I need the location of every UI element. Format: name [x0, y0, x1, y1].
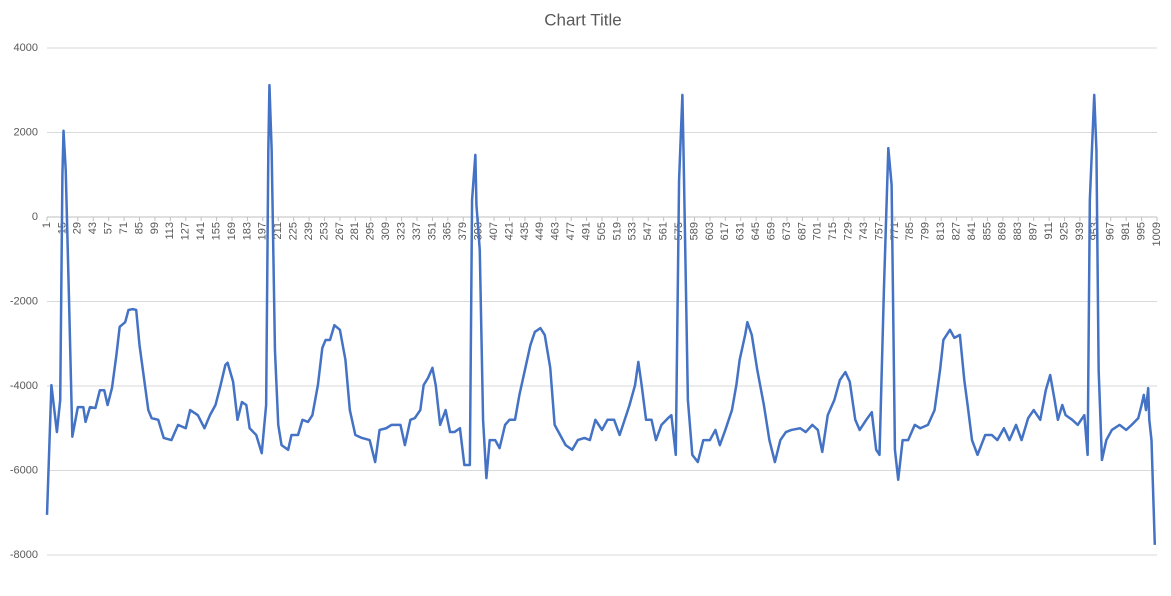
x-tick-label: 967	[1105, 222, 1117, 240]
x-tick-label: 253	[318, 222, 330, 240]
x-tick-label: 99	[149, 222, 161, 234]
x-tick-label: 631	[735, 222, 747, 240]
x-tick-label: 883	[1012, 222, 1024, 240]
x-tick-label: 519	[611, 222, 623, 240]
x-tick-label: 799	[920, 222, 932, 240]
x-tick-label: 757	[873, 222, 885, 240]
x-tick-label: 211	[272, 222, 284, 240]
x-tick-label: 911	[1043, 222, 1055, 240]
x-tick-label: 785	[904, 222, 916, 240]
x-tick-label: 603	[704, 222, 716, 240]
x-tick-label: 953	[1089, 222, 1101, 240]
x-tick-label: 351	[426, 222, 438, 240]
x-tick-label: 197	[257, 222, 269, 240]
x-tick-label: 701	[812, 222, 824, 240]
x-tick-label: 771	[889, 222, 901, 240]
x-tick-label: 239	[303, 222, 315, 240]
x-tick-label: 183	[241, 222, 253, 240]
x-tick-label: 141	[195, 222, 207, 240]
x-tick-label: 71	[118, 222, 130, 234]
x-tick-label: 421	[503, 222, 515, 240]
x-tick-label: 827	[950, 222, 962, 240]
x-tick-label: 743	[858, 222, 870, 240]
x-tick-label: 449	[534, 222, 546, 240]
x-tick-label: 687	[796, 222, 808, 240]
x-tick-label: 127	[180, 222, 192, 240]
x-tick-label: 561	[658, 222, 670, 240]
x-tick-label: 659	[765, 222, 777, 240]
x-tick-label: 323	[395, 222, 407, 240]
y-tick-label: -8000	[10, 549, 38, 561]
x-tick-label: 1	[41, 222, 53, 228]
x-tick-label: 155	[210, 222, 222, 240]
x-tick-label: 869	[997, 222, 1009, 240]
x-tick-label: 379	[457, 222, 469, 240]
x-tick-label: 281	[349, 222, 361, 240]
x-tick-label: 477	[565, 222, 577, 240]
y-tick-label: 2000	[14, 126, 38, 138]
y-tick-label: 4000	[14, 42, 38, 54]
x-tick-label: 407	[488, 222, 500, 240]
x-tick-label: 617	[719, 222, 731, 240]
x-tick-label: 995	[1135, 222, 1147, 240]
x-tick-label: 435	[519, 222, 531, 240]
x-tick-label: 939	[1074, 222, 1086, 240]
y-tick-label: -4000	[10, 380, 38, 392]
x-tick-label: 533	[627, 222, 639, 240]
x-tick-label: 855	[981, 222, 993, 240]
x-tick-label: 491	[580, 222, 592, 240]
x-tick-label: 981	[1120, 222, 1132, 240]
x-tick-label: 309	[380, 222, 392, 240]
x-tick-label: 897	[1028, 222, 1040, 240]
x-tick-label: 841	[966, 222, 978, 240]
x-tick-label: 337	[411, 222, 423, 240]
x-tick-label: 925	[1058, 222, 1070, 240]
x-tick-label: 729	[843, 222, 855, 240]
x-tick-label: 43	[87, 222, 99, 234]
x-tick-label: 225	[288, 222, 300, 240]
y-tick-label: 0	[32, 211, 38, 223]
x-tick-label: 673	[781, 222, 793, 240]
x-tick-label: 589	[688, 222, 700, 240]
x-tick-label: 85	[133, 222, 145, 234]
x-tick-label: 505	[596, 222, 608, 240]
x-tick-label: 57	[103, 222, 115, 234]
y-tick-label: -6000	[10, 464, 38, 476]
x-tick-label: 1009	[1151, 222, 1163, 246]
x-tick-label: 547	[642, 222, 654, 240]
x-tick-label: 365	[442, 222, 454, 240]
x-tick-label: 169	[226, 222, 238, 240]
chart-title: Chart Title	[544, 10, 621, 29]
x-tick-label: 715	[827, 222, 839, 240]
x-tick-label: 295	[365, 222, 377, 240]
data-line	[45, 83, 1157, 545]
x-tick-label: 267	[334, 222, 346, 240]
x-tick-label: 645	[750, 222, 762, 240]
x-tick-label: 113	[164, 222, 176, 240]
x-tick-label: 813	[935, 222, 947, 240]
y-tick-label: -2000	[10, 295, 38, 307]
x-tick-label: 29	[72, 222, 84, 234]
x-tick-label: 463	[550, 222, 562, 240]
